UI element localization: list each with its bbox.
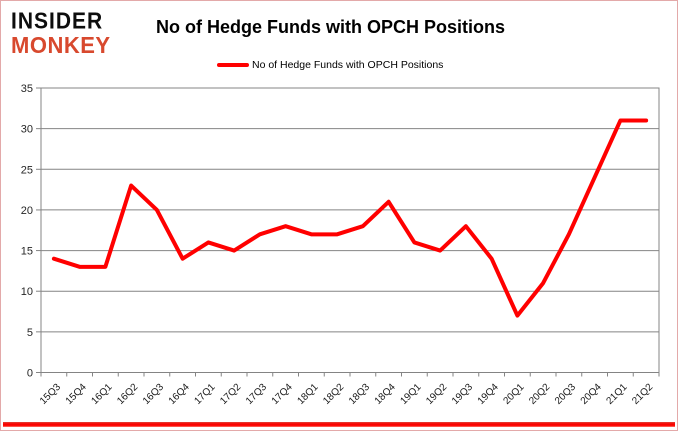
x-axis-tick-label: 19Q3: [450, 382, 475, 407]
x-axis-tick-label: 17Q3: [244, 382, 269, 407]
x-axis-tick-label: 18Q4: [373, 382, 398, 407]
bottom-red-bar: [3, 422, 675, 427]
x-axis-tick-label: 20Q2: [527, 382, 552, 407]
x-axis-tick-label: 21Q2: [630, 382, 655, 407]
x-axis-tick-label: 16Q3: [141, 382, 166, 407]
x-axis-tick-label: 18Q3: [347, 382, 372, 407]
y-axis-tick-label: 10: [21, 286, 33, 298]
legend-line-swatch: [217, 63, 249, 67]
hedge-fund-count-line: [51, 118, 649, 318]
chart-title: No of Hedge Funds with OPCH Positions: [156, 17, 505, 37]
logo-text-insider: INSIDER: [11, 8, 104, 34]
legend-label: No of Hedge Funds with OPCH Positions: [252, 59, 444, 71]
insider-monkey-logo: INSIDER MONKEY: [11, 8, 111, 59]
y-axis-tick-label: 35: [21, 83, 33, 95]
y-axis-tick-label: 5: [27, 327, 33, 339]
x-axis-tick-label: 16Q4: [167, 382, 192, 407]
x-axis-tick-label: 19Q4: [476, 382, 501, 407]
x-axis-tick-label: 16Q2: [115, 382, 140, 407]
x-axis-tick-label: 15Q3: [38, 382, 63, 407]
x-axis-tick-label: 15Q4: [64, 382, 89, 407]
chart-legend: No of Hedge Funds with OPCH Positions: [217, 59, 443, 71]
x-axis-tick-label: 20Q3: [553, 382, 578, 407]
x-axis-tick-label: 19Q2: [424, 382, 449, 407]
logo-text-monkey: MONKEY: [11, 31, 111, 59]
x-axis-tick-label: 17Q2: [218, 382, 243, 407]
y-axis-tick-label: 25: [21, 164, 33, 176]
x-axis-tick-label: 17Q1: [192, 382, 217, 407]
y-axis-tick-label: 0: [27, 368, 33, 380]
y-axis-tick-label: 30: [21, 124, 33, 136]
x-axis-tick-label: 18Q2: [321, 382, 346, 407]
x-axis-tick-label: 20Q4: [579, 382, 604, 407]
y-axis-tick-label: 15: [21, 246, 33, 258]
y-axis-tick-label: 20: [21, 205, 33, 217]
x-axis-tick-label: 16Q1: [89, 382, 114, 407]
x-axis-tick-label: 17Q4: [270, 382, 295, 407]
x-axis-tick-label: 18Q1: [295, 382, 320, 407]
x-axis-tick-label: 20Q1: [501, 382, 526, 407]
x-axis-tick-label: 19Q1: [398, 382, 423, 407]
x-axis-tick-label: 21Q1: [604, 382, 629, 407]
